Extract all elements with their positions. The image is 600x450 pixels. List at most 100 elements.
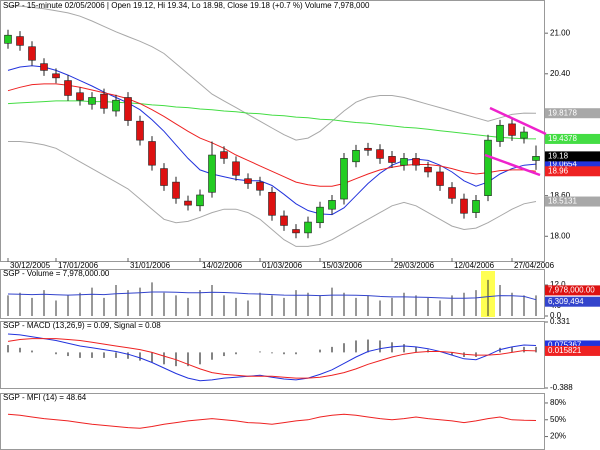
x-tick-label: 30/12/2005 bbox=[10, 261, 51, 270]
candle-body bbox=[340, 158, 348, 200]
candle-body bbox=[172, 181, 180, 199]
marks: 30/12/2005 17/01/2006 31/01/2006 14/02/2006… bbox=[4, 5, 600, 441]
last-value-tag: 18.96 bbox=[548, 166, 569, 175]
x-tick-label: 29/03/2006 bbox=[394, 261, 435, 270]
indicator-line bbox=[7, 413, 537, 429]
candle-body bbox=[292, 229, 300, 234]
x-tick-label: 17/01/2006 bbox=[58, 261, 99, 270]
candle-body bbox=[196, 194, 204, 207]
candle-body bbox=[64, 80, 72, 96]
candle-body bbox=[256, 181, 264, 191]
last-value-tag: 6,309,494 bbox=[548, 297, 584, 306]
candle-body bbox=[148, 141, 156, 166]
last-value-tag: 0.015821 bbox=[548, 346, 582, 355]
last-value-tag: 0.075367 bbox=[548, 341, 582, 350]
indicator-line bbox=[7, 338, 537, 379]
candle-body bbox=[52, 73, 60, 79]
last-value-tag-box bbox=[545, 133, 600, 144]
volume-panel bbox=[0, 269, 545, 319]
trend-line bbox=[489, 106, 547, 136]
last-value-tag-box bbox=[545, 166, 600, 177]
last-value-tag: 18.5131 bbox=[548, 197, 577, 206]
x-tick-label: 12/04/2006 bbox=[454, 261, 495, 270]
candle-body bbox=[508, 123, 516, 136]
x-tick-label: 27/04/2006 bbox=[514, 261, 555, 270]
last-value-tag-box bbox=[545, 296, 600, 307]
candle-body bbox=[220, 151, 228, 159]
indicator-line bbox=[8, 5, 537, 141]
indicator-line bbox=[7, 333, 537, 382]
candle-body bbox=[232, 161, 240, 176]
indicator-line bbox=[7, 100, 537, 140]
candle-body bbox=[532, 156, 540, 161]
x-tick-label: 01/03/2006 bbox=[262, 261, 303, 270]
candle-body bbox=[268, 191, 276, 216]
y-tick-label: -0.388 bbox=[550, 383, 573, 392]
chart-title: SGP - 15-minute 02/05/2006 | Open 19.12,… bbox=[3, 1, 370, 10]
indicator-line bbox=[7, 83, 537, 187]
y-tick-label: 50% bbox=[550, 415, 566, 424]
candle-body bbox=[520, 131, 528, 139]
candle-body bbox=[4, 34, 12, 44]
candle-body bbox=[160, 168, 168, 186]
y-tick-label: 20% bbox=[550, 432, 566, 441]
y-tick-label: 80% bbox=[550, 398, 566, 407]
x-tick-label: 14/02/2006 bbox=[202, 261, 243, 270]
candle-body bbox=[124, 97, 132, 121]
panel-title: SGP - Volume = 7,978,000.00 bbox=[3, 269, 110, 278]
candle-body bbox=[436, 171, 444, 186]
price-panel bbox=[0, 0, 545, 262]
candle-body bbox=[328, 200, 336, 210]
candle-body bbox=[280, 215, 288, 226]
candle-body bbox=[316, 206, 324, 224]
last-value-tag-box bbox=[545, 345, 600, 356]
macd-panel bbox=[0, 321, 545, 389]
last-close-tag-box bbox=[545, 151, 600, 162]
y-tick-label: 20.40 bbox=[550, 69, 571, 78]
candle-body bbox=[112, 99, 120, 112]
candle-body bbox=[244, 178, 252, 184]
last-value-tag-box bbox=[545, 340, 600, 351]
candle-body bbox=[400, 158, 408, 166]
candle-body bbox=[460, 198, 468, 214]
last-value-tag-box bbox=[545, 285, 600, 296]
candle-body bbox=[448, 187, 456, 199]
last-value-tag-box bbox=[545, 108, 600, 119]
x-tick-label: 15/03/2006 bbox=[322, 261, 363, 270]
last-value-tag-box bbox=[545, 196, 600, 207]
y-tick-label: 18.60 bbox=[550, 191, 571, 200]
candle-body bbox=[364, 147, 372, 151]
candle-body bbox=[208, 154, 216, 193]
candle-body bbox=[40, 63, 48, 71]
indicator-line bbox=[7, 65, 537, 216]
y-tick-label: 0.0 bbox=[550, 311, 562, 320]
last-value-tag-box bbox=[545, 159, 600, 170]
last-value-tag: 19.8178 bbox=[548, 108, 577, 117]
candle-body bbox=[304, 221, 312, 234]
indicator-line bbox=[7, 291, 537, 301]
candle-body bbox=[472, 200, 480, 213]
candle-body bbox=[100, 93, 108, 109]
y-tick-label: 12.0 bbox=[550, 280, 566, 289]
candle-body bbox=[376, 149, 384, 159]
last-value-tag: 7,978,000.00 bbox=[548, 285, 595, 294]
candle-body bbox=[16, 36, 24, 46]
candle-body bbox=[424, 166, 432, 173]
last-value-tag: 19.0654 bbox=[548, 159, 577, 168]
candle-body bbox=[496, 124, 504, 142]
y-tick-label: 18.00 bbox=[550, 231, 571, 240]
candle-body bbox=[76, 92, 84, 101]
candle-body bbox=[88, 97, 96, 105]
candle-body bbox=[184, 200, 192, 206]
candle-body bbox=[412, 158, 420, 166]
panel-title: SGP - MFI (14) = 48.64 bbox=[3, 393, 87, 402]
candle-body bbox=[484, 139, 492, 196]
candle-body bbox=[388, 156, 396, 163]
x-tick-label: 31/01/2006 bbox=[130, 261, 171, 270]
candle-body bbox=[136, 120, 144, 141]
y-tick-label: 21.00 bbox=[550, 28, 571, 37]
last-value-tag: 19.4378 bbox=[548, 134, 577, 143]
indicator-line bbox=[8, 141, 537, 247]
